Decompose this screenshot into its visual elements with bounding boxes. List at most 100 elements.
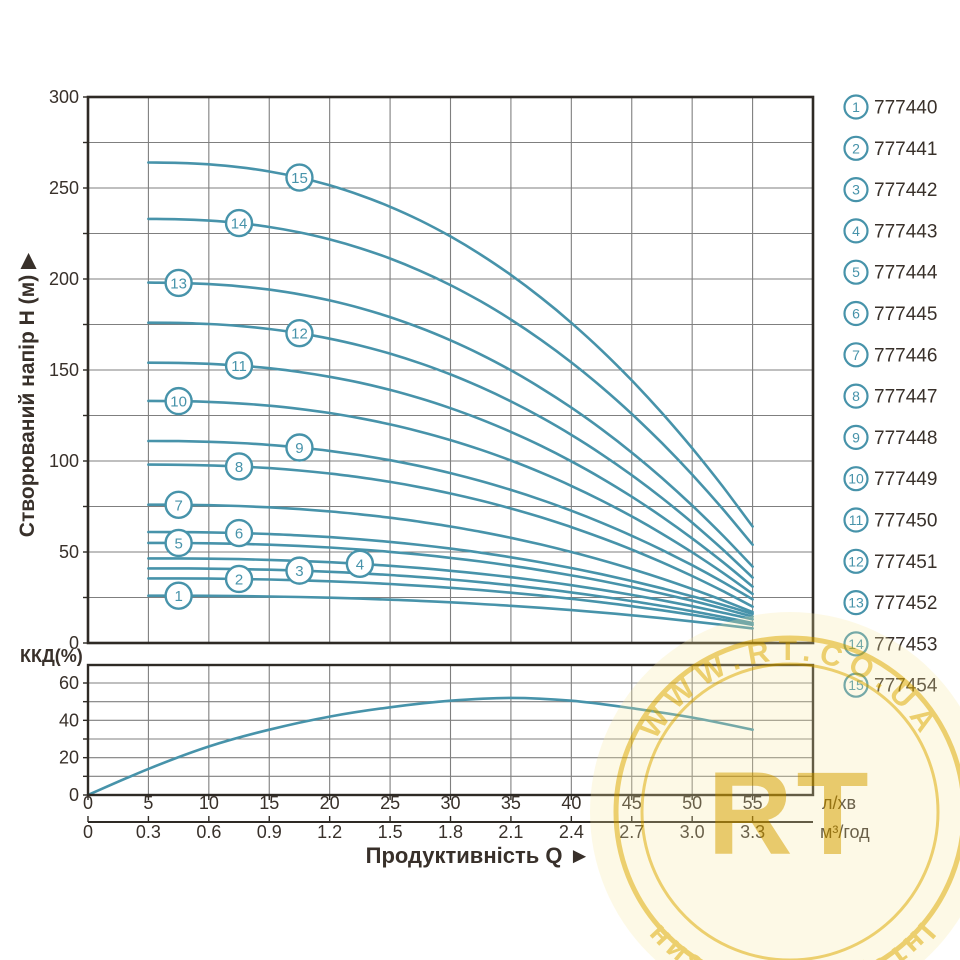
pump-curve-1: [147, 594, 754, 630]
curve-label-8: 8: [224, 452, 254, 481]
pump-curve-4: [147, 557, 754, 621]
curve-label-circle: [224, 564, 254, 594]
x-primary-tick-label: 25: [380, 793, 400, 813]
curve-label-number: 6: [235, 526, 243, 543]
legend-model-code: 777440: [874, 98, 937, 119]
legend-number-circle: [843, 507, 869, 533]
pump-curve-7: [147, 503, 754, 614]
curve-label-circle: [224, 452, 254, 481]
legend-model-code: 777448: [874, 428, 937, 449]
x-primary-tick-label: 55: [743, 793, 763, 813]
legend-number-circle: [843, 259, 869, 285]
eff-y-tick-label: 20: [59, 748, 79, 768]
pump-curve-15: [147, 161, 754, 528]
legend-number: 13: [848, 595, 864, 611]
legend-model-code: 777454: [874, 676, 938, 697]
legend-model-code: 777446: [874, 345, 937, 366]
curve-label-circle: [164, 581, 193, 610]
watermark-stamp: RT WWW.RT.CO.UA Інтернет магазин: [590, 612, 960, 960]
legend-number-circle: [843, 342, 869, 368]
curve-label-circle: [285, 433, 314, 462]
legend-item-4: 4 777443: [843, 218, 937, 244]
curve-label-11: 11: [224, 351, 254, 380]
x-primary-tick-label: 30: [440, 793, 460, 813]
curve-label-6: 6: [224, 518, 254, 548]
curve-label-9: 9: [285, 433, 314, 462]
legend-number-circle: [843, 218, 869, 244]
watermark-disc: [590, 612, 960, 960]
curve-label-15: 15: [285, 163, 314, 192]
x-secondary-tick-label: 2.1: [498, 822, 523, 842]
legend-item-12: 12 777451: [843, 548, 937, 574]
x-primary-tick-label: 0: [83, 793, 93, 813]
x-primary-tick-label: 10: [199, 793, 219, 813]
legend-number: 12: [848, 553, 864, 569]
legend-number: 5: [852, 264, 860, 280]
legend-number-circle: [843, 94, 869, 120]
x-secondary-tick-label: 0: [83, 822, 93, 842]
legend-model-code: 777444: [874, 263, 938, 284]
head-y-tick-label: 150: [49, 360, 79, 380]
curve-label-number: 11: [231, 358, 247, 375]
legend-model-code: 777442: [874, 180, 937, 201]
curve-label-number: 12: [291, 326, 308, 343]
x-primary-tick-label: 15: [259, 793, 279, 813]
curve-label-number: 7: [174, 497, 182, 514]
legend-model-code: 777447: [874, 387, 937, 408]
curve-label-number: 8: [235, 459, 243, 476]
model-legend: 1 777440 2 777441 3 777442 4 777443 5 777444 6 7774…: [843, 94, 938, 698]
curve-label-circle: [164, 490, 193, 519]
curve-label-4: 4: [345, 549, 375, 579]
curve-label-number: 1: [174, 588, 182, 605]
legend-model-code: 777441: [874, 139, 937, 160]
curve-label-3: 3: [285, 556, 314, 585]
efficiency-axis-title: ККД(%): [20, 646, 83, 666]
curve-label-1: 1: [164, 581, 193, 610]
x-primary-tick-label: 5: [143, 793, 153, 813]
legend-item-1: 1 777440: [843, 94, 937, 120]
x-primary-tick-label: 45: [622, 793, 642, 813]
curve-label-circle: [224, 518, 254, 548]
curve-label-circle: [164, 268, 193, 298]
curve-label-circle: [285, 556, 314, 585]
legend-model-code: 777449: [874, 469, 937, 490]
legend-model-code: 777451: [874, 552, 937, 573]
curve-label-circle: [345, 549, 375, 579]
legend-model-code: 777453: [874, 634, 937, 655]
curve-label-2: 2: [224, 564, 254, 594]
x-primary-tick-label: 50: [682, 793, 702, 813]
eff-y-tick-label: 60: [59, 673, 79, 693]
legend-number: 4: [852, 223, 860, 239]
x-primary-tick-label: 20: [320, 793, 340, 813]
curve-label-number: 10: [170, 394, 187, 411]
legend-number-circle: [843, 548, 869, 574]
legend-number: 9: [852, 429, 860, 445]
head-y-tick-label: 200: [49, 269, 79, 289]
legend-number: 2: [852, 140, 860, 156]
x-secondary-tick-label: 2.7: [619, 822, 644, 842]
eff-y-tick-label: 40: [59, 710, 79, 730]
curve-label-circle: [285, 318, 314, 348]
curve-label-10: 10: [164, 386, 193, 416]
watermark-inner-ring: [640, 662, 940, 960]
eff-y-tick-label: 0: [69, 785, 79, 805]
legend-number: 7: [852, 347, 860, 363]
x-secondary-tick-label: 3.3: [740, 822, 765, 842]
curve-label-14: 14: [224, 208, 254, 238]
efficiency-curve: [86, 696, 754, 797]
pump-curve-9: [147, 439, 754, 601]
x-secondary-tick-label: 0.9: [257, 822, 282, 842]
curve-label-number: 3: [295, 563, 303, 580]
curve-label-13: 13: [164, 268, 193, 298]
x-secondary-tick-label: 1.2: [317, 822, 342, 842]
x-primary-tick-label: 40: [561, 793, 581, 813]
legend-item-7: 7 777446: [843, 342, 937, 368]
curve-label-circle: [164, 386, 193, 416]
x-secondary-tick-label: 1.5: [378, 822, 403, 842]
legend-item-11: 11 777450: [843, 507, 937, 533]
head-y-tick-label: 100: [49, 451, 79, 471]
curve-label-circle: [285, 163, 314, 192]
curve-label-12: 12: [285, 318, 314, 348]
